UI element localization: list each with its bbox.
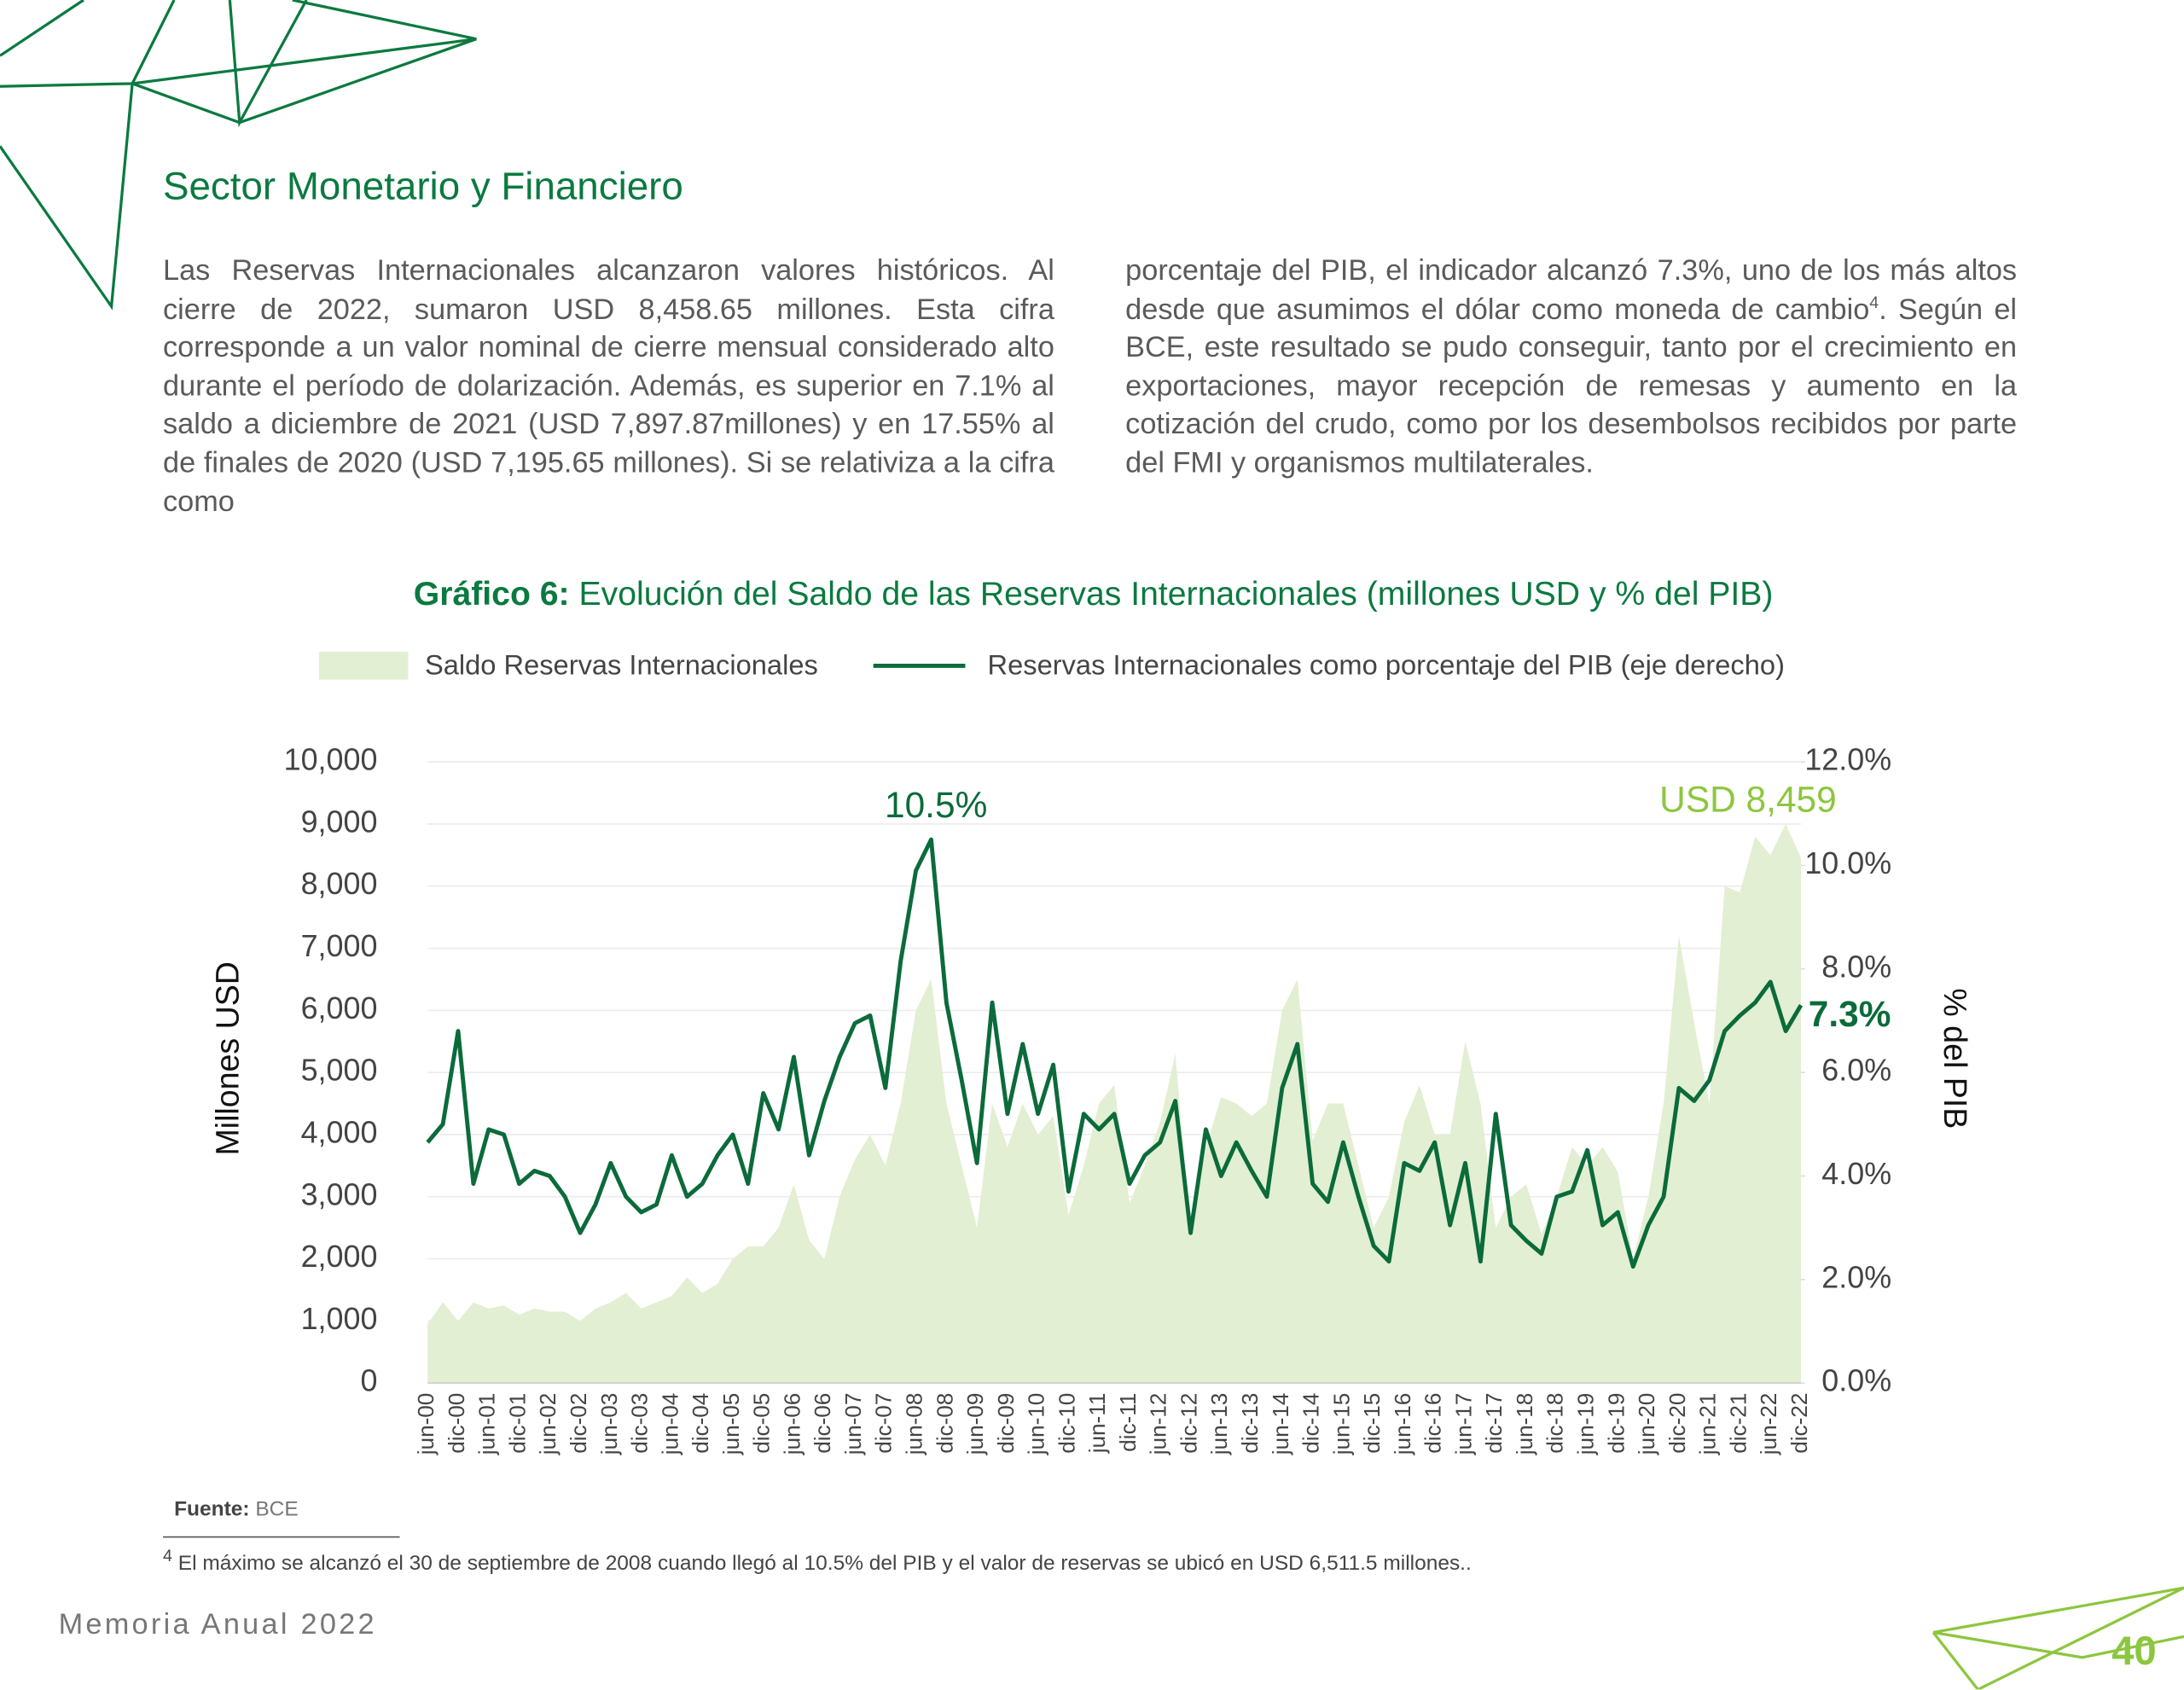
x-tick-label: jun-02 — [535, 1393, 561, 1456]
y-tick-label: 3,000 — [301, 1176, 378, 1211]
x-tick-label: dic-01 — [504, 1393, 530, 1454]
source-text: BCE — [255, 1497, 299, 1521]
x-tick-label: dic-06 — [810, 1393, 835, 1454]
x-tick-label: jun-13 — [1206, 1393, 1232, 1456]
y-axis-title: Millones USD — [209, 961, 245, 1155]
annotation: USD 8,459 — [1659, 780, 1837, 820]
annotation: 7.3% — [1809, 994, 1891, 1034]
x-tick-label: jun-00 — [413, 1393, 439, 1456]
x-tick-label: dic-12 — [1176, 1393, 1201, 1454]
x-tick-label: jun-21 — [1695, 1393, 1721, 1456]
x-tick-label: dic-11 — [1115, 1393, 1141, 1452]
x-tick-label: jun-05 — [718, 1393, 744, 1456]
x-tick-label: jun-20 — [1634, 1393, 1659, 1456]
area — [427, 823, 1802, 1384]
x-tick-label: dic-05 — [749, 1393, 775, 1454]
x-tick-label: jun-12 — [1146, 1393, 1171, 1456]
x-tick-label: dic-02 — [566, 1393, 591, 1454]
y-tick-label: 0 — [360, 1363, 377, 1398]
paragraph-column: Las Reservas Internacionales alcanzaron … — [163, 254, 1054, 518]
x-tick-label: jun-03 — [596, 1393, 622, 1456]
y-tick-label: 5,000 — [301, 1053, 378, 1088]
x-tick-label: jun-10 — [1024, 1393, 1049, 1456]
y2-tick-label: 8.0% — [1821, 949, 1891, 984]
chart-title-prefix: Gráfico 6: — [414, 576, 570, 613]
legend-label: Reservas Internacionales como porcentaje… — [988, 649, 1785, 681]
x-tick-label: dic-13 — [1237, 1393, 1263, 1454]
x-tick-label: dic-08 — [932, 1393, 957, 1454]
y2-tick-label: 10.0% — [1804, 845, 1891, 880]
paragraph-column: porcentaje del PIB, el indicador alcanzó… — [1125, 253, 2017, 483]
x-tick-label: dic-17 — [1481, 1393, 1507, 1454]
y-tick-label: 6,000 — [301, 990, 378, 1025]
section-title: Sector Monetario y Financiero — [163, 164, 683, 208]
x-tick-label: jun-15 — [1328, 1393, 1354, 1456]
footnote-ref: 4 — [1869, 292, 1879, 312]
y-tick-label: 2,000 — [301, 1239, 378, 1274]
y2-tick-label: 2.0% — [1821, 1259, 1891, 1294]
x-tick-label: dic-18 — [1542, 1393, 1568, 1454]
chart-title-text: Evolución del Saldo de las Reservas Inte… — [579, 576, 1774, 613]
x-tick-label: jun-19 — [1573, 1393, 1599, 1456]
x-tick-label: jun-22 — [1756, 1393, 1781, 1456]
legend-swatch — [318, 652, 409, 680]
x-tick-label: jun-04 — [657, 1393, 682, 1456]
chart-title: Gráfico 6: Evolución del Saldo de las Re… — [414, 576, 1774, 613]
y-tick-label: 1,000 — [301, 1301, 378, 1336]
footnote-text: El máximo se alcanzó el 30 de septiembre… — [177, 1551, 1472, 1576]
x-tick-label: jun-16 — [1390, 1393, 1415, 1456]
x-tick-label: jun-14 — [1268, 1393, 1293, 1456]
x-tick-label: jun-18 — [1512, 1393, 1537, 1456]
x-tick-label: jun-09 — [962, 1393, 988, 1456]
x-tick-label: dic-16 — [1420, 1393, 1446, 1454]
legend-label: Saldo Reservas Internacionales — [425, 649, 818, 681]
page-number: 40 — [2111, 1629, 2157, 1675]
x-tick-label: jun-11 — [1084, 1393, 1110, 1455]
x-tick-label: dic-09 — [993, 1393, 1019, 1454]
chart: Gráfico 6: Evolución del Saldo de las Re… — [209, 576, 1973, 1456]
y2-tick-label: 12.0% — [1804, 742, 1891, 777]
y-tick-label: 7,000 — [301, 928, 378, 963]
x-tick-label: dic-14 — [1298, 1393, 1324, 1454]
x-tick-label: jun-07 — [840, 1393, 866, 1456]
x-tick-label: dic-00 — [444, 1393, 469, 1454]
x-tick-label: dic-03 — [627, 1393, 653, 1454]
x-tick-label: dic-21 — [1725, 1393, 1751, 1454]
footnote: 4 El máximo se alcanzó el 30 de septiemb… — [163, 1548, 1472, 1576]
y2-tick-label: 4.0% — [1821, 1156, 1891, 1191]
footer: Memoria Anual 2022 — [58, 1608, 377, 1641]
x-tick-label: dic-07 — [871, 1393, 897, 1454]
x-tick-label: jun-17 — [1450, 1393, 1476, 1456]
x-tick-label: dic-19 — [1603, 1393, 1629, 1454]
y-tick-label: 9,000 — [301, 804, 378, 839]
x-tick-label: dic-04 — [688, 1393, 713, 1454]
y-tick-label: 4,000 — [301, 1114, 378, 1149]
source-label: Fuente: — [174, 1497, 250, 1521]
y-tick-label: 8,000 — [301, 866, 378, 901]
separator — [163, 1536, 400, 1538]
x-tick-label: dic-20 — [1664, 1393, 1690, 1454]
y2-tick-label: 0.0% — [1821, 1363, 1891, 1398]
y2-tick-label: 6.0% — [1821, 1053, 1891, 1088]
source: Fuente: BCE — [174, 1497, 299, 1521]
y-tick-label: 10,000 — [284, 742, 378, 777]
text: . Según el BCE, este resultado se pudo c… — [1125, 293, 2018, 479]
y2-axis-title: % del PIB — [1937, 988, 1973, 1129]
x-tick-label: jun-08 — [902, 1393, 927, 1456]
text: porcentaje del PIB, el indicador alcanzó… — [1125, 254, 2018, 326]
x-tick-label: dic-22 — [1786, 1393, 1812, 1454]
x-tick-label: dic-15 — [1359, 1393, 1385, 1454]
x-tick-label: jun-06 — [779, 1393, 804, 1456]
footnote-mark: 4 — [163, 1546, 172, 1566]
annotation: 10.5% — [885, 785, 987, 825]
x-tick-label: jun-01 — [474, 1393, 500, 1456]
line — [426, 837, 1804, 1269]
x-tick-label: dic-10 — [1054, 1393, 1079, 1454]
